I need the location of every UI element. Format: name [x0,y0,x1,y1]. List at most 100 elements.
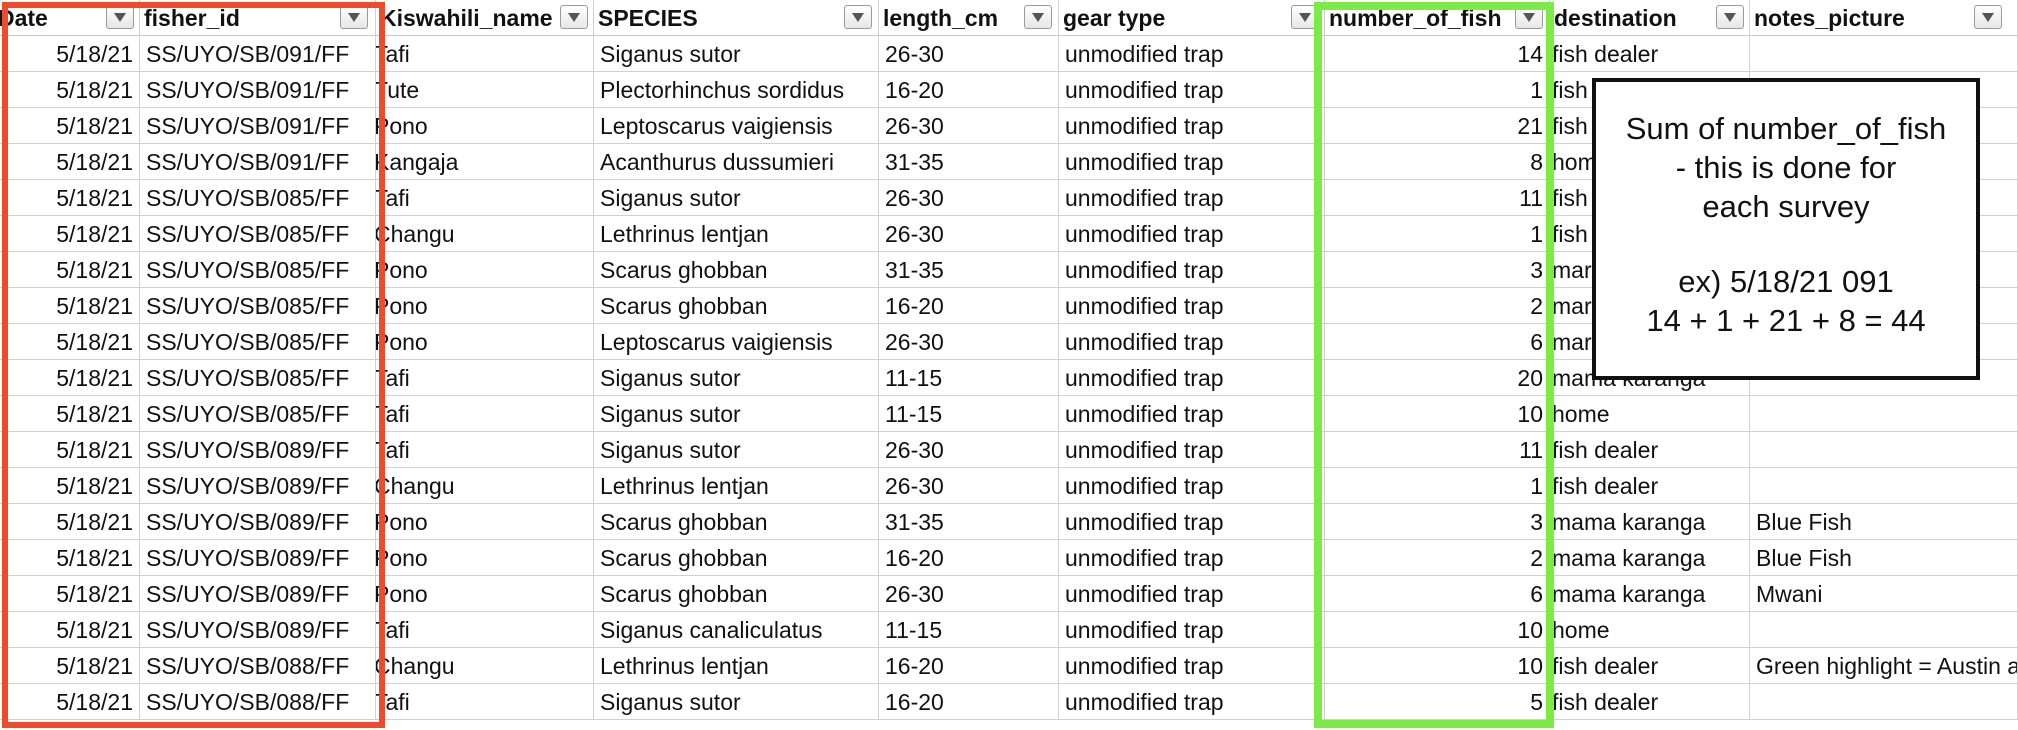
cell-notes-picture[interactable] [1750,396,2018,432]
cell-notes-picture[interactable] [1750,612,2018,648]
cell-gear-type[interactable]: unmodified trap [1059,324,1325,360]
cell-kiswahili-name[interactable]: Tafi [376,612,594,648]
cell-kiswahili-name[interactable]: Tafi [376,360,594,396]
filter-dropdown-icon[interactable] [1974,5,2002,29]
cell-fisher-id[interactable]: SS/UYO/SB/085/FF [140,324,376,360]
cell-fisher-id[interactable]: SS/UYO/SB/085/FF [140,252,376,288]
cell-notes-picture[interactable]: Blue Fish [1750,504,2018,540]
cell-species[interactable]: Siganus sutor [594,360,879,396]
cell-destination[interactable]: fish dealer [1550,684,1750,720]
cell-length-cm[interactable]: 16-20 [879,684,1059,720]
cell-destination[interactable]: mama karanga [1550,576,1750,612]
cell-number-of-fish[interactable]: 1 [1325,216,1550,252]
cell-length-cm[interactable]: 16-20 [879,540,1059,576]
cell-kiswahili-name[interactable]: Pono [376,288,594,324]
header-kiswahili-name[interactable]: Kiswahili_name [376,0,594,36]
cell-gear-type[interactable]: unmodified trap [1059,468,1325,504]
cell-species[interactable]: Leptoscarus vaigiensis [594,324,879,360]
filter-dropdown-icon[interactable] [1716,5,1744,29]
cell-date[interactable]: 5/18/21 [0,36,140,72]
cell-gear-type[interactable]: unmodified trap [1059,684,1325,720]
cell-gear-type[interactable]: unmodified trap [1059,504,1325,540]
cell-gear-type[interactable]: unmodified trap [1059,144,1325,180]
cell-gear-type[interactable]: unmodified trap [1059,396,1325,432]
cell-notes-picture[interactable] [1750,684,2018,720]
cell-length-cm[interactable]: 11-15 [879,360,1059,396]
cell-kiswahili-name[interactable]: Tafi [376,36,594,72]
cell-notes-picture[interactable] [1750,432,2018,468]
cell-length-cm[interactable]: 26-30 [879,108,1059,144]
cell-gear-type[interactable]: unmodified trap [1059,648,1325,684]
cell-species[interactable]: Siganus canaliculatus [594,612,879,648]
header-species[interactable]: SPECIES [594,0,879,36]
cell-date[interactable]: 5/18/21 [0,396,140,432]
cell-gear-type[interactable]: unmodified trap [1059,288,1325,324]
filter-dropdown-icon[interactable] [1024,5,1052,29]
cell-date[interactable]: 5/18/21 [0,504,140,540]
cell-gear-type[interactable]: unmodified trap [1059,252,1325,288]
cell-species[interactable]: Siganus sutor [594,180,879,216]
cell-notes-picture[interactable]: Blue Fish [1750,540,2018,576]
cell-date[interactable]: 5/18/21 [0,180,140,216]
cell-gear-type[interactable]: unmodified trap [1059,360,1325,396]
cell-kiswahili-name[interactable]: Kangaja [376,144,594,180]
cell-length-cm[interactable]: 16-20 [879,648,1059,684]
filter-dropdown-icon[interactable] [1291,5,1319,29]
cell-date[interactable]: 5/18/21 [0,144,140,180]
cell-date[interactable]: 5/18/21 [0,108,140,144]
cell-kiswahili-name[interactable]: Tafi [376,396,594,432]
cell-destination[interactable]: fish dealer [1550,468,1750,504]
cell-number-of-fish[interactable]: 2 [1325,540,1550,576]
cell-date[interactable]: 5/18/21 [0,252,140,288]
cell-length-cm[interactable]: 16-20 [879,288,1059,324]
header-destination[interactable]: destination [1550,0,1750,36]
cell-kiswahili-name[interactable]: Changu [376,468,594,504]
cell-number-of-fish[interactable]: 10 [1325,612,1550,648]
cell-date[interactable]: 5/18/21 [0,216,140,252]
cell-notes-picture[interactable]: Mwani [1750,576,2018,612]
cell-species[interactable]: Plectorhinchus sordidus [594,72,879,108]
cell-species[interactable]: Acanthurus dussumieri [594,144,879,180]
cell-gear-type[interactable]: unmodified trap [1059,576,1325,612]
cell-fisher-id[interactable]: SS/UYO/SB/085/FF [140,360,376,396]
header-length-cm[interactable]: length_cm [879,0,1059,36]
cell-gear-type[interactable]: unmodified trap [1059,540,1325,576]
filter-dropdown-icon[interactable] [106,5,134,29]
cell-species[interactable]: Lethrinus lentjan [594,648,879,684]
cell-length-cm[interactable]: 16-20 [879,72,1059,108]
cell-species[interactable]: Scarus ghobban [594,540,879,576]
cell-kiswahili-name[interactable]: Pono [376,108,594,144]
cell-fisher-id[interactable]: SS/UYO/SB/091/FF [140,36,376,72]
cell-number-of-fish[interactable]: 21 [1325,108,1550,144]
cell-fisher-id[interactable]: SS/UYO/SB/088/FF [140,684,376,720]
filter-dropdown-icon[interactable] [844,5,872,29]
cell-notes-picture[interactable] [1750,36,2018,72]
cell-number-of-fish[interactable]: 10 [1325,648,1550,684]
cell-species[interactable]: Siganus sutor [594,36,879,72]
cell-destination[interactable]: fish dealer [1550,36,1750,72]
cell-species[interactable]: Siganus sutor [594,396,879,432]
cell-length-cm[interactable]: 31-35 [879,144,1059,180]
cell-fisher-id[interactable]: SS/UYO/SB/085/FF [140,396,376,432]
cell-length-cm[interactable]: 11-15 [879,396,1059,432]
cell-gear-type[interactable]: unmodified trap [1059,72,1325,108]
cell-fisher-id[interactable]: SS/UYO/SB/089/FF [140,612,376,648]
cell-date[interactable]: 5/18/21 [0,288,140,324]
cell-gear-type[interactable]: unmodified trap [1059,108,1325,144]
cell-kiswahili-name[interactable]: Pono [376,324,594,360]
cell-kiswahili-name[interactable]: Pono [376,540,594,576]
cell-date[interactable]: 5/18/21 [0,612,140,648]
cell-length-cm[interactable]: 26-30 [879,36,1059,72]
cell-date[interactable]: 5/18/21 [0,684,140,720]
cell-gear-type[interactable]: unmodified trap [1059,180,1325,216]
cell-number-of-fish[interactable]: 8 [1325,144,1550,180]
cell-length-cm[interactable]: 26-30 [879,432,1059,468]
cell-number-of-fish[interactable]: 20 [1325,360,1550,396]
cell-notes-picture[interactable] [1750,468,2018,504]
cell-species[interactable]: Siganus sutor [594,684,879,720]
cell-kiswahili-name[interactable]: Tafi [376,180,594,216]
cell-date[interactable]: 5/18/21 [0,468,140,504]
cell-number-of-fish[interactable]: 2 [1325,288,1550,324]
cell-date[interactable]: 5/18/21 [0,72,140,108]
cell-length-cm[interactable]: 26-30 [879,216,1059,252]
